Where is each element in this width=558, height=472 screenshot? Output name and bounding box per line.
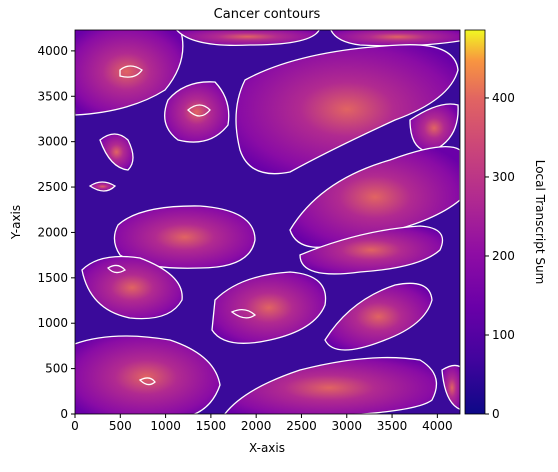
contour [113, 205, 256, 269]
colorbar-tick-label: 200 [492, 249, 515, 263]
colorbar-tick-label: 400 [492, 91, 515, 105]
x-axis-label: X-axis [249, 441, 285, 455]
x-tick-label: 1500 [196, 419, 227, 433]
contour [99, 133, 134, 171]
y-tick-label: 2000 [37, 225, 68, 239]
colorbar-tick-label: 100 [492, 328, 515, 342]
contour [299, 225, 444, 275]
x-tick-label: 2000 [241, 419, 272, 433]
y-tick-label: 500 [45, 362, 68, 376]
contour [409, 103, 459, 153]
contour [330, 30, 460, 47]
contour [211, 271, 327, 344]
y-axis-label: Y-axis [9, 205, 23, 240]
contour [224, 356, 438, 414]
x-tick-label: 500 [109, 419, 132, 433]
contour [235, 44, 459, 175]
contour [175, 30, 320, 47]
y-tick-label: 4000 [37, 44, 68, 58]
x-tick-label: 1000 [150, 419, 181, 433]
x-tick-label: 3000 [331, 419, 362, 433]
chart-title: Cancer contours [214, 7, 321, 22]
contour [81, 255, 183, 320]
x-tick-label: 2500 [286, 419, 317, 433]
y-tick-label: 0 [60, 407, 68, 421]
y-tick-label: 1500 [37, 271, 68, 285]
x-tick-label: 0 [71, 419, 79, 433]
y-tick-label: 2500 [37, 180, 68, 194]
colorbar-tick-label: 300 [492, 170, 515, 184]
colorbar [464, 29, 486, 415]
contour [88, 181, 117, 192]
colorbar-label: Local Transcript Sum [533, 160, 547, 285]
contour [75, 30, 184, 116]
y-tick-label: 3500 [37, 89, 68, 103]
colorbar-tick-label: 0 [492, 407, 500, 421]
y-tick-label: 1000 [37, 316, 68, 330]
contour [75, 335, 221, 414]
contour [164, 81, 230, 143]
x-tick-label: 4000 [422, 419, 453, 433]
y-tick-label: 3000 [37, 135, 68, 149]
heatmap [75, 30, 460, 414]
contour [441, 364, 460, 410]
contour [324, 282, 433, 351]
x-tick-label: 3500 [377, 419, 408, 433]
plot-frame [74, 29, 461, 415]
